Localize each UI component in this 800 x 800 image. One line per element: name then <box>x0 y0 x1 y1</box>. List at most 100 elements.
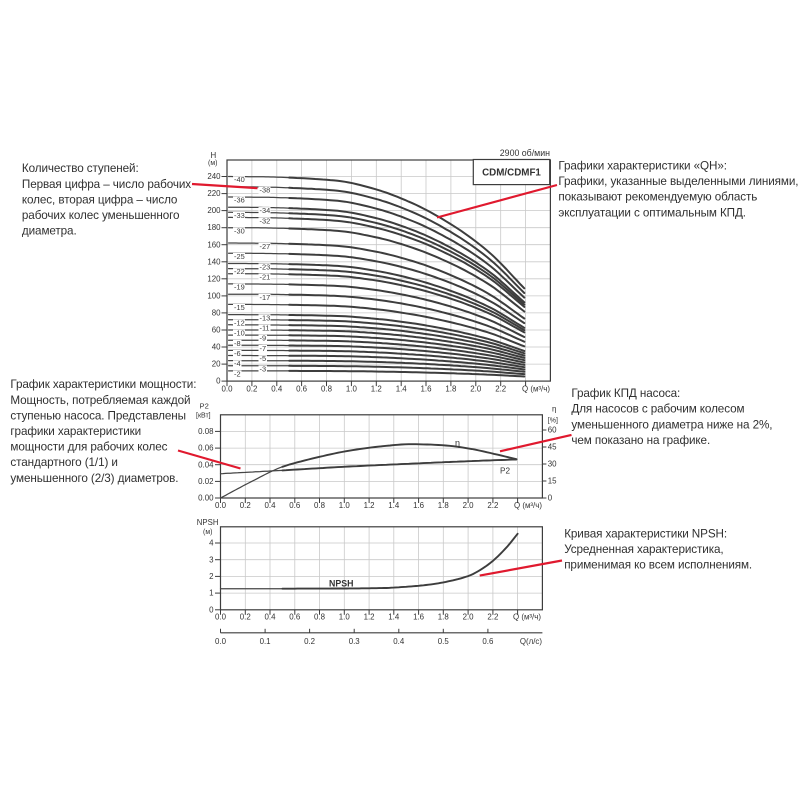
svg-text:Графики характеристики «QH»:: Графики характеристики «QH»: <box>558 160 727 173</box>
svg-text:0.0: 0.0 <box>215 637 227 646</box>
svg-text:1: 1 <box>209 589 213 598</box>
svg-text:Кривая характеристики NPSH:: Кривая характеристики NPSH: <box>564 528 727 541</box>
svg-text:1.8: 1.8 <box>438 613 450 622</box>
svg-text:-40: -40 <box>234 175 245 184</box>
svg-text:0.04: 0.04 <box>198 460 214 469</box>
svg-text:2.2: 2.2 <box>487 501 498 510</box>
svg-text:η: η <box>455 438 460 448</box>
svg-text:Q (м³/ч): Q (м³/ч) <box>513 613 541 622</box>
svg-text:-38: -38 <box>260 186 271 195</box>
svg-text:Q(л/с): Q(л/с) <box>520 637 543 646</box>
svg-text:2.2: 2.2 <box>495 385 506 394</box>
svg-text:уменьшенного диаметра ниже на: уменьшенного диаметра ниже на 2%, <box>571 418 772 431</box>
svg-text:2.0: 2.0 <box>470 385 482 394</box>
svg-text:0.06: 0.06 <box>198 444 214 453</box>
svg-text:0.4: 0.4 <box>271 385 283 394</box>
svg-text:0.3: 0.3 <box>349 637 361 646</box>
svg-text:P2: P2 <box>500 467 510 476</box>
svg-text:60: 60 <box>212 326 221 335</box>
svg-text:NPSH: NPSH <box>197 518 219 527</box>
svg-text:мощности для рабочих колес: мощности для рабочих колес <box>10 441 167 454</box>
svg-text:160: 160 <box>207 240 221 249</box>
svg-text:0.4: 0.4 <box>265 613 277 622</box>
svg-text:2900 об/мин: 2900 об/мин <box>500 148 550 158</box>
svg-text:-21: -21 <box>260 273 271 282</box>
svg-text:-15: -15 <box>234 303 245 312</box>
svg-text:0.08: 0.08 <box>198 427 214 436</box>
svg-text:колес, вторая цифра – число: колес, вторая цифра – число <box>22 193 178 206</box>
svg-text:График характеристики мощности: График характеристики мощности: <box>10 378 196 391</box>
svg-text:(м): (м) <box>208 160 217 167</box>
svg-text:графики характеристики: графики характеристики <box>10 425 141 438</box>
svg-text:80: 80 <box>212 309 221 318</box>
svg-text:2.0: 2.0 <box>463 613 475 622</box>
svg-text:1.6: 1.6 <box>421 385 433 394</box>
svg-text:20: 20 <box>212 360 221 369</box>
svg-text:-27: -27 <box>260 242 271 251</box>
svg-text:-7: -7 <box>260 344 267 353</box>
svg-text:-2: -2 <box>234 370 241 379</box>
svg-text:200: 200 <box>207 206 221 215</box>
svg-text:уменьшенного (2/3) диаметров.: уменьшенного (2/3) диаметров. <box>10 472 178 485</box>
svg-text:-13: -13 <box>260 313 271 322</box>
svg-text:[%]: [%] <box>548 418 558 425</box>
svg-text:-33: -33 <box>234 211 245 220</box>
svg-text:показывают рекомендуемую облас: показывают рекомендуемую область <box>558 191 757 204</box>
svg-text:0.6: 0.6 <box>482 637 494 646</box>
svg-text:Q (м³/ч): Q (м³/ч) <box>522 385 550 394</box>
svg-text:P2: P2 <box>200 402 209 411</box>
svg-text:-23: -23 <box>260 262 271 271</box>
svg-text:-32: -32 <box>260 216 271 225</box>
svg-text:140: 140 <box>207 257 221 266</box>
svg-text:0.0: 0.0 <box>215 613 227 622</box>
svg-text:1.0: 1.0 <box>346 385 358 394</box>
svg-text:0.2: 0.2 <box>240 501 251 510</box>
svg-text:0.02: 0.02 <box>198 477 213 486</box>
svg-text:0.4: 0.4 <box>265 501 277 510</box>
svg-text:1.4: 1.4 <box>388 613 400 622</box>
svg-text:0.2: 0.2 <box>304 637 315 646</box>
svg-text:240: 240 <box>207 172 221 181</box>
svg-text:1.0: 1.0 <box>339 501 351 510</box>
svg-text:0.0: 0.0 <box>215 501 227 510</box>
svg-text:-17: -17 <box>260 293 271 302</box>
svg-text:0.00: 0.00 <box>198 494 214 503</box>
svg-text:-22: -22 <box>234 267 245 276</box>
svg-text:рабочих колес уменьшенного: рабочих колес уменьшенного <box>22 209 180 222</box>
svg-text:-11: -11 <box>260 324 270 333</box>
svg-text:1.2: 1.2 <box>371 385 382 394</box>
svg-text:1.6: 1.6 <box>413 501 425 510</box>
svg-text:Усредненная характеристика,: Усредненная характеристика, <box>564 543 723 556</box>
svg-text:-12: -12 <box>234 318 245 327</box>
svg-text:0.5: 0.5 <box>438 637 450 646</box>
svg-text:45: 45 <box>548 443 557 452</box>
svg-text:0.1: 0.1 <box>260 637 271 646</box>
svg-text:1.2: 1.2 <box>364 501 375 510</box>
svg-text:применимая ко всем исполнениям: применимая ко всем исполнениям. <box>564 559 752 572</box>
svg-text:ступенью насоса. Представлены: ступенью насоса. Представлены <box>10 409 186 422</box>
svg-text:0: 0 <box>216 377 221 386</box>
svg-text:40: 40 <box>212 343 221 352</box>
svg-text:1.6: 1.6 <box>413 613 425 622</box>
svg-text:диаметра.: диаметра. <box>22 225 77 238</box>
svg-text:-10: -10 <box>234 329 245 338</box>
svg-text:Q (м³/ч): Q (м³/ч) <box>514 501 542 510</box>
svg-text:-19: -19 <box>234 283 245 292</box>
svg-text:(м): (м) <box>203 529 212 536</box>
svg-text:η: η <box>552 405 556 414</box>
svg-text:-4: -4 <box>234 359 241 368</box>
svg-text:-3: -3 <box>260 364 267 373</box>
svg-text:эксплуатации с оптимальным КПД: эксплуатации с оптимальным КПД. <box>558 206 746 219</box>
svg-text:График КПД насоса:: График КПД насоса: <box>571 387 680 400</box>
svg-text:4: 4 <box>209 539 214 548</box>
svg-text:0.8: 0.8 <box>314 613 326 622</box>
svg-text:NPSH: NPSH <box>329 579 353 589</box>
svg-text:0.6: 0.6 <box>289 501 301 510</box>
svg-text:100: 100 <box>207 292 221 301</box>
svg-text:H: H <box>211 151 217 160</box>
svg-text:-6: -6 <box>234 349 241 358</box>
svg-text:1.4: 1.4 <box>396 385 408 394</box>
svg-text:0: 0 <box>548 494 553 503</box>
svg-text:0: 0 <box>209 605 214 614</box>
svg-text:Для насосов с рабочим колесом: Для насосов с рабочим колесом <box>571 403 744 416</box>
